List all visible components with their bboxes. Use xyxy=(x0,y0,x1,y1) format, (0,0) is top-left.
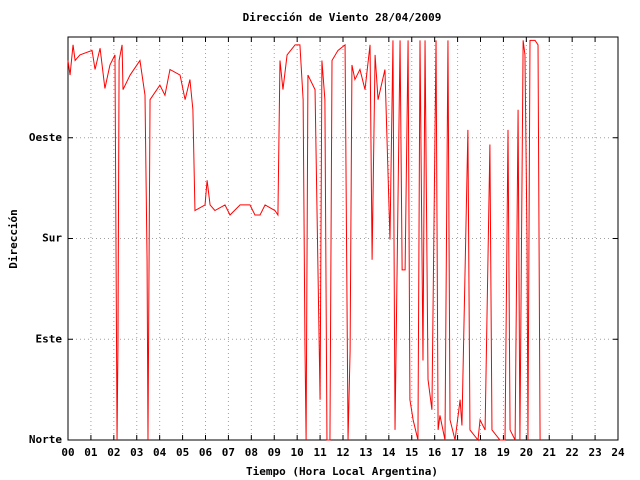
x-tick-label: 05 xyxy=(176,446,189,459)
y-tick-label: Oeste xyxy=(29,131,62,144)
y-tick-label: Norte xyxy=(29,433,62,446)
chart-title: Dirección de Viento 28/04/2009 xyxy=(243,11,442,24)
x-tick-label: 04 xyxy=(153,446,167,459)
x-tick-label: 09 xyxy=(268,446,281,459)
x-tick-label: 00 xyxy=(61,446,74,459)
x-tick-label: 11 xyxy=(313,446,327,459)
x-tick-label: 20 xyxy=(520,446,533,459)
x-tick-label: 23 xyxy=(588,446,601,459)
x-tick-label: 14 xyxy=(382,446,396,459)
x-tick-label: 03 xyxy=(130,446,143,459)
x-tick-label: 15 xyxy=(405,446,418,459)
x-tick-label: 10 xyxy=(291,446,304,459)
x-tick-label: 22 xyxy=(566,446,579,459)
y-tick-label: Este xyxy=(36,332,63,345)
x-tick-label: 24 xyxy=(611,446,625,459)
x-tick-label: 16 xyxy=(428,446,442,459)
data-line xyxy=(67,39,541,442)
x-tick-label: 21 xyxy=(543,446,557,459)
x-tick-label: 01 xyxy=(84,446,98,459)
plot-frame xyxy=(67,36,619,441)
x-tick-label: 17 xyxy=(451,446,464,459)
x-tick-label: 18 xyxy=(474,446,487,459)
y-axis-label: Dirección xyxy=(7,209,20,269)
y-tick-label: Sur xyxy=(42,232,62,245)
x-tick-label: 02 xyxy=(107,446,120,459)
x-tick-label: 08 xyxy=(245,446,258,459)
x-axis-label: Tiempo (Hora Local Argentina) xyxy=(246,465,438,478)
x-tick-label: 07 xyxy=(222,446,235,459)
x-tick-label: 13 xyxy=(359,446,372,459)
x-tick-label: 12 xyxy=(336,446,349,459)
x-tick-label: 06 xyxy=(199,446,213,459)
x-tick-label: 19 xyxy=(497,446,510,459)
